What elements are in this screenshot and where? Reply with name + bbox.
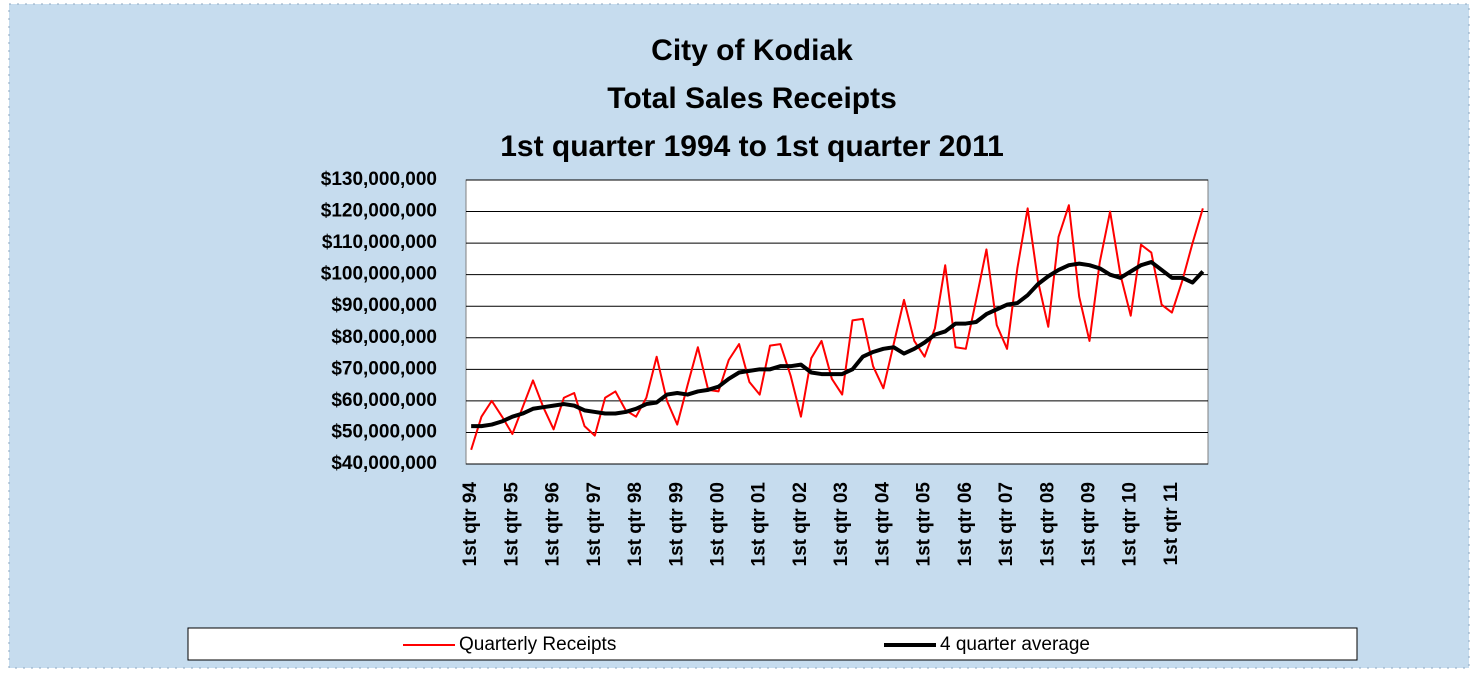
x-tick-label: 1st qtr 96 — [543, 482, 564, 566]
x-tick-label: 1st qtr 94 — [460, 482, 481, 567]
x-tick-label: 1st qtr 11 — [1161, 482, 1182, 566]
y-tick-label: $60,000,000 — [331, 390, 437, 411]
x-tick-label: 1st qtr 97 — [584, 482, 605, 566]
chart-title: City of Kodiak — [651, 34, 853, 67]
x-tick-label: 1st qtr 00 — [708, 482, 729, 566]
series-line — [471, 260, 1205, 429]
x-tick-label: 1st qtr 99 — [666, 482, 687, 566]
x-tick-label: 1st qtr 09 — [1079, 482, 1100, 566]
y-tick-label: $120,000,000 — [321, 201, 437, 222]
y-tick-label: $70,000,000 — [331, 358, 437, 379]
x-tick-label: 1st qtr 05 — [914, 482, 935, 567]
plot-area — [465, 179, 1209, 465]
y-tick-label: $80,000,000 — [331, 327, 437, 348]
chart-title: 1st quarter 1994 to 1st quarter 2011 — [500, 130, 1004, 163]
x-tick-label: 1st qtr 07 — [996, 482, 1017, 566]
legend-label: Quarterly Receipts — [459, 634, 616, 655]
legend — [187, 627, 1358, 661]
y-tick-label: $40,000,000 — [331, 453, 437, 474]
x-tick-label: 1st qtr 01 — [749, 482, 770, 567]
legend-label: 4 quarter average — [940, 634, 1090, 655]
x-tick-label: 1st qtr 02 — [790, 482, 811, 566]
x-tick-label: 1st qtr 03 — [831, 482, 852, 566]
y-tick-label: $130,000,000 — [321, 169, 437, 190]
x-tick-label: 1st qtr 10 — [1120, 482, 1141, 566]
y-tick-label: $90,000,000 — [331, 295, 437, 316]
chart-title: Total Sales Receipts — [607, 82, 897, 115]
x-tick-label: 1st qtr 95 — [501, 482, 522, 567]
x-tick-label: 1st qtr 06 — [955, 482, 976, 566]
x-tick-label: 1st qtr 04 — [872, 482, 893, 567]
y-tick-label: $110,000,000 — [322, 232, 437, 253]
x-tick-label: 1st qtr 98 — [625, 482, 646, 566]
y-tick-label: $50,000,000 — [331, 421, 437, 442]
x-tick-label: 1st qtr 08 — [1037, 482, 1058, 566]
y-tick-label: $100,000,000 — [321, 264, 437, 285]
series-line — [470, 204, 1204, 451]
